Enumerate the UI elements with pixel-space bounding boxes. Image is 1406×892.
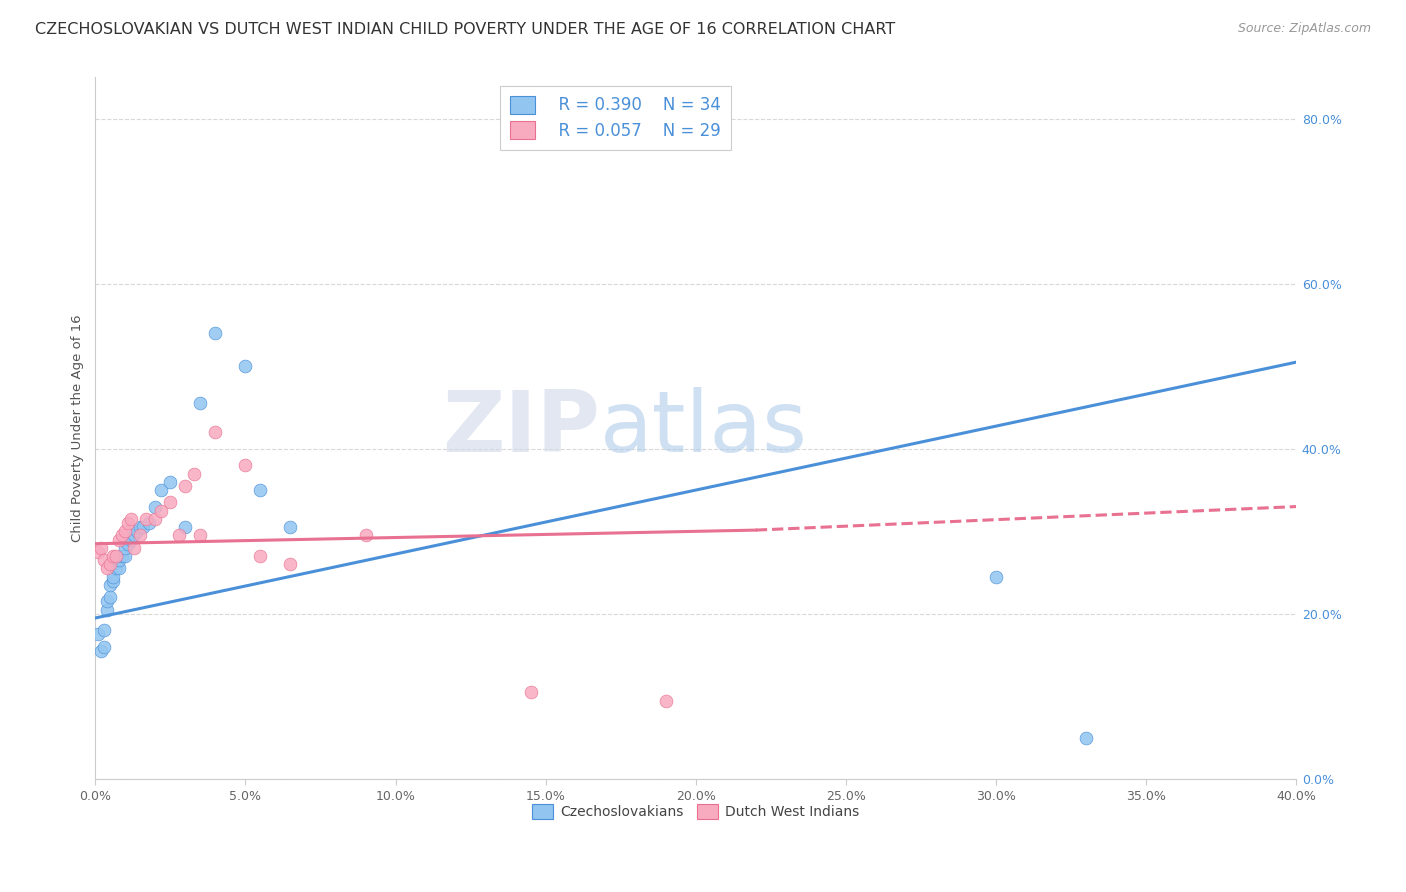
Point [98,578,121,592]
Point [150,483,173,497]
Point [138,516,160,530]
Point [280,520,302,534]
Point [159,495,181,509]
Point [127,524,149,539]
Point [108,553,131,567]
Point [129,528,152,542]
Text: CZECHOSLOVAKIAN VS DUTCH WEST INDIAN CHILD POVERTY UNDER THE AGE OF 16 CORRELATI: CZECHOSLOVAKIAN VS DUTCH WEST INDIAN CHI… [35,22,896,37]
Point [204,425,226,440]
Point [87,627,110,641]
Point [87,545,110,559]
Point [96,594,118,608]
Point [103,574,125,588]
Point [249,549,271,563]
Point [96,561,118,575]
Point [655,693,678,707]
Text: atlas: atlas [600,386,807,470]
Point [90,541,112,555]
Point [96,603,118,617]
Point [150,504,173,518]
Point [145,500,167,514]
Point [159,475,181,489]
Point [354,528,377,542]
Point [183,467,205,481]
Legend: Czechoslovakians, Dutch West Indians: Czechoslovakians, Dutch West Indians [527,798,865,824]
Point [90,644,112,658]
Point [204,326,226,341]
Point [1074,731,1097,745]
Point [103,570,125,584]
Point [108,561,131,575]
Point [174,520,197,534]
Point [235,359,257,374]
Text: ZIP: ZIP [441,386,600,470]
Point [190,528,212,542]
Point [519,685,541,699]
Point [169,528,191,542]
Point [984,570,1007,584]
Y-axis label: Child Poverty Under the Age of 16: Child Poverty Under the Age of 16 [72,314,84,542]
Point [174,479,197,493]
Point [111,528,134,542]
Point [249,483,271,497]
Point [114,541,136,555]
Point [108,533,131,547]
Point [93,624,115,638]
Point [111,549,134,563]
Point [93,553,115,567]
Point [117,537,139,551]
Point [124,528,146,542]
Point [190,396,212,410]
Point [93,640,115,654]
Point [98,558,121,572]
Point [132,520,155,534]
Point [117,516,139,530]
Point [114,549,136,563]
Point [124,541,146,555]
Point [105,561,128,575]
Point [280,558,302,572]
Point [120,512,142,526]
Point [105,549,128,563]
Point [235,458,257,473]
Text: Source: ZipAtlas.com: Source: ZipAtlas.com [1237,22,1371,36]
Point [103,549,125,563]
Point [129,520,152,534]
Point [145,512,167,526]
Point [114,524,136,539]
Point [98,591,121,605]
Point [120,533,142,547]
Point [135,512,157,526]
